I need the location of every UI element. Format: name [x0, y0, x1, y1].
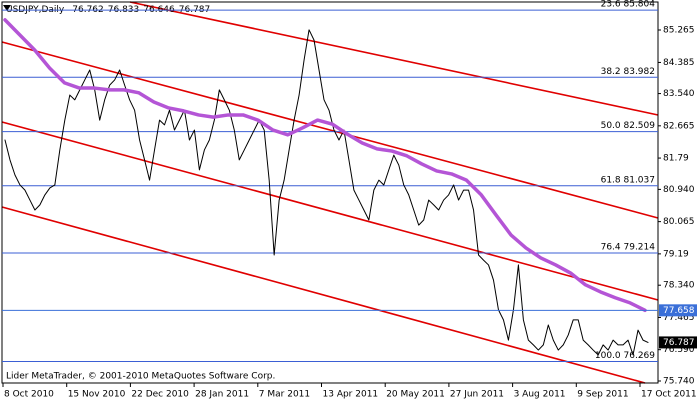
y-tick-label: 84.385 — [663, 58, 695, 68]
header: USDJPY,Daily 76.762 76.833 76.646 76.787 — [6, 5, 210, 15]
y-tick-label: 82.665 — [663, 121, 695, 131]
trendline — [1, 121, 659, 301]
arrow-icon — [3, 5, 11, 11]
x-tick-label: 7 Mar 2011 — [259, 390, 310, 400]
fib-label: 61.8 81.037 — [601, 175, 655, 185]
y-tick-label: 76.590 — [663, 345, 695, 355]
trendline — [129, 1, 659, 116]
x-tick-label: 28 Jan 2011 — [195, 390, 249, 400]
x-tick-label: 8 Oct 2010 — [4, 390, 54, 400]
footer: Lider MetaTrader, © 2001-2010 MetaQuotes… — [6, 372, 275, 382]
y-tick-label: 75.740 — [663, 377, 695, 387]
price-box-label: 76.787 — [663, 338, 695, 348]
ohlc-high: 76.833 — [108, 5, 140, 15]
x-tick-label: 9 Sep 2011 — [577, 390, 628, 400]
trendline — [1, 41, 659, 219]
fib-label: 100.0 76.269 — [595, 351, 655, 361]
fib-label: 23.6 85.804 — [601, 0, 656, 10]
ohlc-low: 76.646 — [143, 5, 175, 15]
price-box-label: 77.658 — [663, 306, 695, 316]
ohlc-open: 76.762 — [72, 5, 104, 15]
symbol: USDJPY,Daily — [6, 5, 65, 15]
plot-frame — [1, 1, 659, 384]
fib-label: 50.0 82.509 — [601, 121, 656, 131]
x-tick-label: 20 May 2011 — [386, 390, 445, 400]
x-tick-label: 27 Jun 2011 — [450, 390, 504, 400]
channel-lines — [1, 1, 659, 384]
trendline — [1, 206, 646, 384]
x-tick-label: 3 Aug 2011 — [514, 390, 566, 400]
fib-label: 76.4 79.214 — [601, 242, 656, 252]
x-tick-label: 13 Apr 2011 — [323, 390, 379, 400]
series-line — [4, 29, 649, 356]
ohlc-close: 76.787 — [179, 5, 211, 15]
y-tick-label: 80.065 — [663, 217, 695, 227]
price-box — [659, 336, 697, 349]
x-tick-label: 22 Dec 2010 — [131, 390, 189, 400]
x-tick-label: 17 Oct 2011 — [641, 390, 697, 400]
y-tick-label: 79.19 — [663, 249, 689, 259]
y-tick-label: 83.540 — [663, 89, 695, 99]
fib-label: 38.2 83.982 — [601, 67, 655, 77]
y-tick-label: 85.265 — [663, 26, 695, 36]
price-box — [659, 304, 697, 317]
series-line — [3, 18, 647, 313]
y-tick-label: 78.340 — [663, 281, 695, 291]
y-tick-label: 80.940 — [663, 185, 695, 195]
x-tick-label: 15 Nov 2010 — [68, 390, 126, 400]
y-tick-label: 77.465 — [663, 313, 695, 323]
y-tick-label: 81.79 — [663, 154, 689, 164]
